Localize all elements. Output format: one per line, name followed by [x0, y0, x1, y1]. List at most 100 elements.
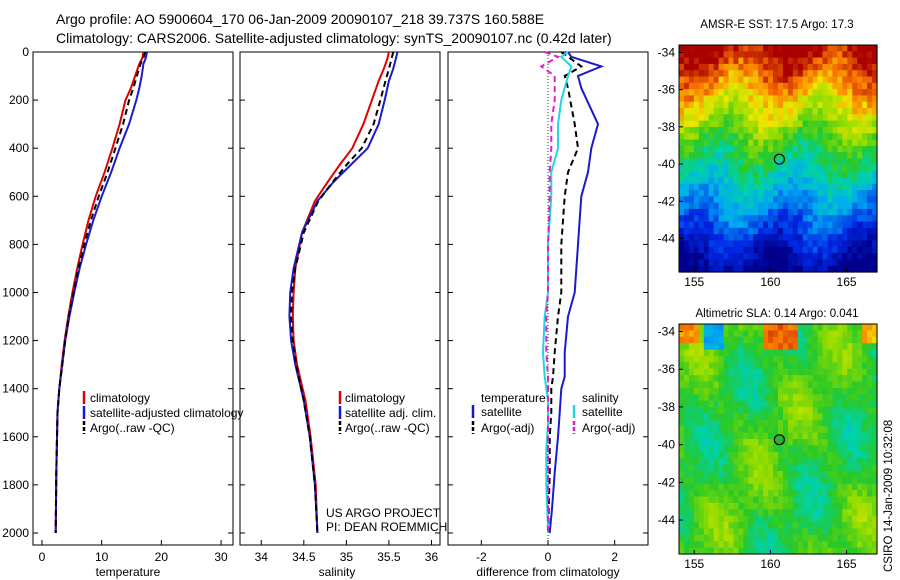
sst-cell	[723, 70, 730, 78]
sla-cell	[713, 547, 720, 555]
sst-cell	[787, 152, 794, 160]
sst-cell	[852, 145, 858, 153]
sla-cell	[743, 458, 749, 466]
sst-cell	[802, 57, 809, 65]
sst-cell	[679, 164, 685, 172]
sst-cell	[763, 259, 769, 267]
sst-cell	[748, 202, 754, 210]
sla-cell	[773, 362, 779, 370]
sla-cell	[857, 451, 863, 459]
sla-cell	[857, 502, 863, 510]
sla-cell	[743, 349, 749, 357]
sst-cell	[708, 177, 715, 185]
sla-cell	[763, 324, 769, 331]
sla-cell	[842, 394, 848, 402]
sst-cell	[693, 76, 700, 84]
sst-cell	[787, 101, 794, 109]
sst-cell	[852, 234, 858, 242]
sla-cell	[782, 490, 789, 498]
sst-cell	[807, 152, 814, 160]
sla-cell	[802, 509, 809, 517]
depth-tick-label: 200	[9, 93, 29, 107]
sla-cell	[867, 362, 873, 370]
sst-cell	[837, 114, 843, 122]
sla-cell	[683, 368, 690, 376]
sst-cell	[763, 265, 769, 273]
sst-cell	[703, 126, 710, 134]
sla-cell	[817, 470, 824, 478]
sst-cell	[857, 259, 863, 267]
sst-cell	[723, 133, 730, 141]
sla-cell	[718, 464, 725, 472]
sst-cell	[837, 57, 843, 65]
sla-cell	[693, 477, 700, 485]
sst-cell	[703, 190, 710, 197]
sst-cell	[842, 126, 848, 134]
sla-cell	[847, 470, 853, 478]
sst-cell	[728, 57, 735, 65]
sst-cell	[718, 246, 725, 254]
sst-cell	[723, 152, 730, 160]
sla-cell	[718, 375, 725, 383]
legend-argo: Argo(..raw -QC)	[90, 421, 175, 435]
sla-cell	[703, 483, 710, 491]
sla-cell	[698, 451, 705, 459]
sla-cell	[867, 541, 873, 549]
sst-cell	[753, 215, 759, 223]
sla-cell	[703, 343, 710, 351]
sla-cell	[782, 464, 789, 472]
sst-cell	[812, 76, 819, 84]
sla-cell	[782, 541, 789, 549]
sst-cell	[837, 183, 843, 191]
sla-cell	[773, 355, 779, 363]
sla-cell	[753, 375, 759, 383]
sla-cell	[817, 522, 824, 530]
sst-cell	[688, 139, 695, 147]
sst-cell	[708, 202, 715, 210]
sla-cell	[872, 387, 878, 395]
sla-cell	[787, 394, 794, 402]
sst-cell	[688, 246, 695, 254]
sst-cell	[683, 120, 690, 128]
sst-cell	[723, 76, 730, 84]
sla-cell	[753, 394, 759, 402]
sst-cell	[763, 114, 769, 122]
sla-cell	[797, 419, 804, 427]
sla-cell	[857, 477, 863, 485]
sla-cell	[817, 330, 824, 338]
sst-cell	[773, 133, 779, 141]
sla-cell	[802, 464, 809, 472]
sst-cell	[768, 253, 774, 260]
sst-cell	[807, 183, 814, 191]
sst-cell	[822, 51, 829, 59]
sla-cell	[857, 490, 863, 498]
sst-cell	[862, 45, 868, 52]
sla-cell	[688, 400, 695, 408]
sla-cell	[738, 336, 744, 344]
sla-cell	[763, 483, 769, 491]
sla-cell	[753, 336, 759, 344]
sst-cell	[857, 57, 863, 65]
sla-cell	[857, 547, 863, 555]
sla-cell	[723, 324, 730, 331]
sst-cell	[768, 158, 774, 166]
sla-cell	[872, 464, 878, 472]
sst-cell	[683, 177, 690, 185]
sst-cell	[827, 133, 834, 141]
sla-cell	[827, 387, 834, 395]
sst-cell	[867, 234, 873, 242]
sst-cell	[832, 70, 838, 78]
sla-cell	[787, 477, 794, 485]
sla-cell	[758, 477, 764, 485]
sst-cell	[857, 246, 863, 254]
sst-cell	[768, 126, 774, 134]
sla-cell	[827, 426, 834, 434]
sst-cell	[698, 145, 705, 153]
sst-cell	[822, 158, 829, 166]
sst-cell	[683, 240, 690, 248]
sla-cell	[738, 534, 744, 542]
sst-cell	[708, 101, 715, 109]
sla-cell	[782, 477, 789, 485]
sst-cell	[728, 51, 735, 59]
sla-cell	[723, 490, 730, 498]
